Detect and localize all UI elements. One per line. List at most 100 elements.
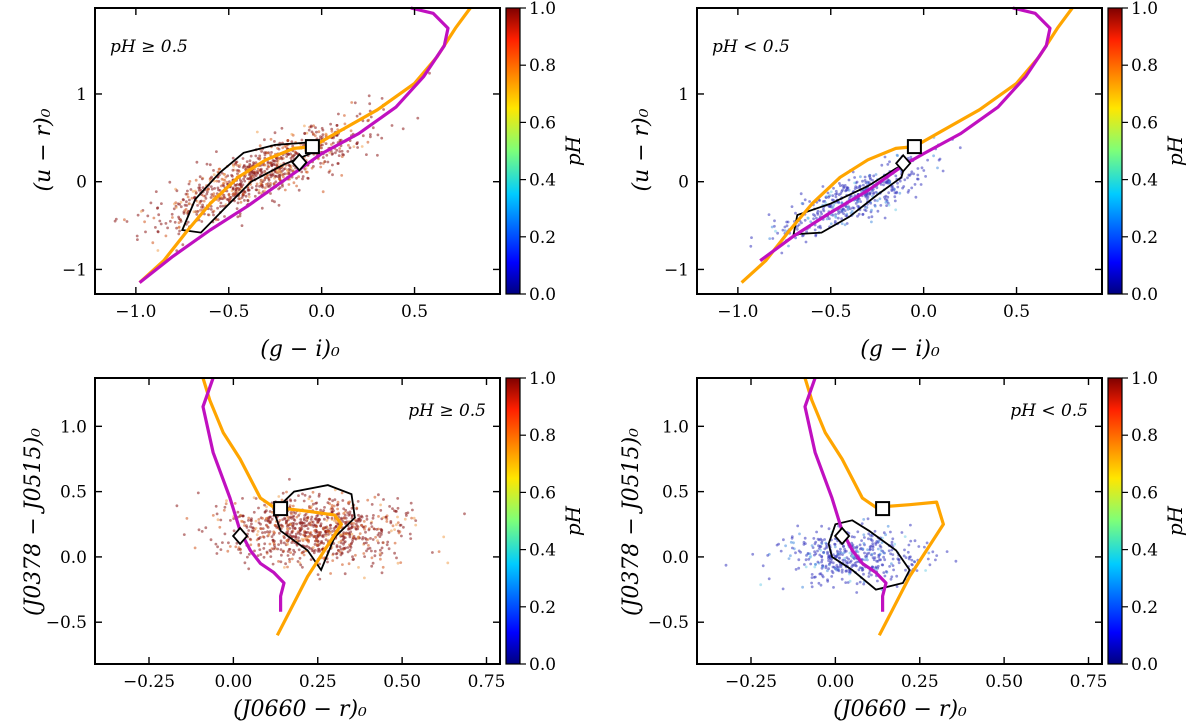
scatter-point xyxy=(267,178,271,182)
scatter-point xyxy=(307,540,310,544)
scatter-point xyxy=(821,185,825,188)
scatter-point xyxy=(923,545,926,549)
y-tick-label: 1.0 xyxy=(60,417,87,437)
scatter-point xyxy=(349,546,353,549)
scatter-point xyxy=(331,507,334,511)
scatter-point xyxy=(244,194,248,198)
scatter-point xyxy=(270,517,274,521)
scatter-point xyxy=(339,539,343,543)
scatter-point xyxy=(840,570,844,574)
scatter-point xyxy=(291,144,295,148)
panel-annotation: pH ≥ 0.5 xyxy=(110,37,188,57)
scatter-point xyxy=(226,174,230,178)
scatter-point xyxy=(219,201,223,205)
scatter-point xyxy=(268,548,272,552)
scatter-point xyxy=(279,541,283,545)
scatter-point xyxy=(292,518,296,521)
scatter-point xyxy=(858,580,862,584)
scatter-point xyxy=(414,519,418,522)
scatter-point xyxy=(196,491,200,495)
scatter-point xyxy=(902,185,906,188)
scatter-point xyxy=(247,195,251,199)
scatter-point xyxy=(818,572,822,576)
scatter-point xyxy=(916,173,920,177)
scatter-point xyxy=(211,514,215,517)
scatter-point xyxy=(315,501,319,505)
scatter-point xyxy=(819,583,823,587)
scatter-point xyxy=(890,548,894,552)
scatter-point xyxy=(832,586,835,589)
scatter-point xyxy=(270,511,274,514)
scatter-point xyxy=(345,520,349,524)
scatter-point xyxy=(269,161,273,165)
scatter-point xyxy=(263,531,267,534)
scatter-point xyxy=(372,514,375,517)
scatter-point xyxy=(313,529,316,532)
ylabel: (u − r)₀ xyxy=(629,108,654,191)
scatter-point xyxy=(386,540,390,544)
scatter-point xyxy=(294,537,298,540)
scatter-point xyxy=(880,163,884,167)
scatter-point xyxy=(771,237,775,240)
scatter-point xyxy=(800,202,804,205)
scatter-point xyxy=(307,497,311,501)
x-tick-label: −1.0 xyxy=(717,302,758,322)
scatter-point xyxy=(848,579,852,583)
scatter-point xyxy=(903,548,906,552)
scatter-point xyxy=(213,187,217,190)
scatter-point xyxy=(263,186,267,190)
scatter-point xyxy=(340,491,344,495)
scatter-point xyxy=(348,146,352,150)
scatter-point xyxy=(311,490,315,494)
scatter-point xyxy=(826,550,829,554)
scatter-point xyxy=(260,178,264,182)
scatter-point xyxy=(280,157,284,161)
scatter-point xyxy=(931,550,935,554)
x-tick-label: 0.50 xyxy=(383,672,421,692)
scatter-point xyxy=(286,517,290,520)
scatter-point xyxy=(315,130,318,134)
scatter-point xyxy=(238,183,242,186)
scatter-point xyxy=(260,170,263,174)
scatter-point xyxy=(889,552,892,556)
scatter-point xyxy=(221,204,225,208)
scatter-point xyxy=(367,118,371,122)
scatter-point xyxy=(324,532,328,536)
scatter-point xyxy=(767,577,771,581)
scatter-point xyxy=(218,525,222,529)
scatter-point xyxy=(836,568,840,572)
scatter-point xyxy=(270,164,274,168)
colorbar-ticks: 0.0 0.2 0.4 0.6 0.8 1.0 xyxy=(1122,0,1158,305)
scatter-point xyxy=(358,112,362,116)
scatter-point xyxy=(317,517,321,521)
scatter-point xyxy=(824,564,828,568)
scatter-point xyxy=(864,209,868,213)
scatter-point xyxy=(896,181,899,185)
scatter-point xyxy=(287,183,291,186)
magenta-track-line xyxy=(138,6,450,284)
scatter-point xyxy=(294,532,298,536)
scatter-point xyxy=(377,541,380,545)
scatter-point xyxy=(863,175,867,179)
scatter-point xyxy=(156,230,160,233)
scatter-point xyxy=(316,573,320,576)
x-tick-label: −0.5 xyxy=(208,302,249,322)
scatter-point xyxy=(828,217,831,221)
scatter-point xyxy=(298,556,302,560)
scatter-point xyxy=(381,565,385,569)
scatter-point xyxy=(236,201,240,205)
scatter-point xyxy=(835,564,839,567)
scatter-point xyxy=(247,165,251,169)
scatter-point xyxy=(820,524,823,528)
scatter-point xyxy=(260,206,264,210)
scatter-point xyxy=(279,539,283,543)
scatter-point xyxy=(903,535,907,538)
scatter-point xyxy=(269,192,272,195)
scatter-point xyxy=(863,179,867,182)
scatter-point xyxy=(275,159,279,163)
scatter-point xyxy=(191,190,195,193)
scatter-point xyxy=(355,519,358,523)
scatter-point xyxy=(289,152,292,156)
scatter-point xyxy=(231,187,235,191)
scatter-point xyxy=(841,184,845,187)
